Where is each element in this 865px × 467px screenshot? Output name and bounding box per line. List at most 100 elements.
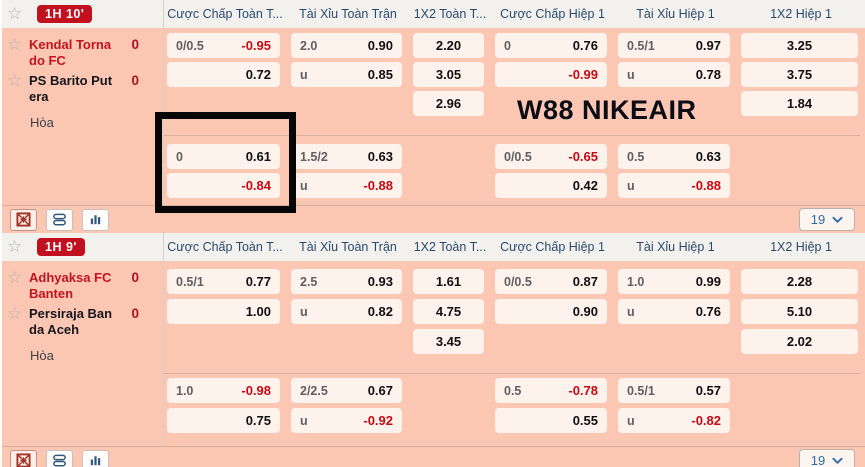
odds-value: -0.95	[241, 38, 271, 53]
odds-cell[interactable]: 1.84	[741, 91, 858, 116]
odds-cell[interactable]: 2.28	[741, 269, 858, 294]
odds-cell[interactable]: 0/0.5 0.87	[495, 269, 607, 294]
odds-value: 0.82	[367, 304, 393, 319]
odds-value: 0.57	[695, 383, 721, 398]
home-team-row[interactable]: ☆ Adhyaksa FC Banten 0	[0, 268, 163, 304]
chevron-down-icon	[832, 216, 843, 223]
odds-cell[interactable]: 0.90	[495, 299, 607, 324]
draw-label: Hòa	[30, 348, 54, 363]
home-team-row[interactable]: ☆ Kendal Tornado FC 0	[0, 35, 163, 71]
odds-cell[interactable]: 2.5 0.93	[291, 269, 402, 294]
odds-cell[interactable]: 1.00	[167, 299, 280, 324]
away-team-name: Persiraja Banda Aceh	[29, 306, 113, 337]
odds-cell[interactable]: u 0.76	[618, 299, 730, 324]
odds-value: 2.02	[786, 334, 813, 349]
match-footer: 19	[0, 446, 865, 467]
column-header-overunder-h1: Tài Xỉu Hiệp 1	[636, 7, 715, 21]
pitch-grid-button[interactable]	[10, 449, 37, 467]
odds-value: 0.76	[695, 304, 721, 319]
favorite-star-icon[interactable]: ☆	[7, 304, 23, 323]
odds-value: 0.61	[245, 149, 271, 164]
odds-value: -0.84	[241, 178, 271, 193]
column-overunder-ft: 2.5 0.93 u 0.82 2/2.5 0.67 u -0.92	[287, 261, 409, 446]
odds-cell[interactable]: 0.5/1 0.97	[618, 33, 730, 58]
away-team-row[interactable]: ☆ PS Barito Putera 0	[0, 71, 163, 107]
goal-line-label: 2.0	[300, 38, 318, 53]
odds-cell[interactable]: 0.5/1 0.57	[618, 378, 730, 403]
bar-chart-button[interactable]	[82, 208, 109, 231]
under-label: u	[627, 304, 635, 319]
odds-value: 0.85	[367, 67, 393, 82]
odds-value: 0.42	[572, 178, 598, 193]
away-team-score: 0	[131, 306, 139, 321]
odds-cell[interactable]: u -0.88	[291, 173, 402, 198]
odds-cell[interactable]: 0/0.5 -0.65	[495, 144, 607, 169]
odds-cell[interactable]: 3.25	[741, 33, 858, 58]
lineup-stack-button[interactable]	[46, 449, 73, 467]
favorite-star-icon[interactable]: ☆	[7, 35, 23, 54]
odds-cell[interactable]: 5.10	[741, 299, 858, 324]
lineup-stack-icon	[53, 213, 66, 226]
odds-cell[interactable]: 0.75	[167, 408, 280, 433]
odds-cell[interactable]: -0.99	[495, 62, 607, 87]
odds-cell[interactable]: 0 0.61	[167, 144, 280, 169]
favorite-star-icon[interactable]: ☆	[7, 268, 23, 287]
odds-cell[interactable]: 0.72	[167, 62, 280, 87]
odds-cell[interactable]: 0.42	[495, 173, 607, 198]
odds-cell[interactable]: u -0.88	[618, 173, 730, 198]
match-time-badge: 1H 9'	[37, 238, 85, 256]
odds-cell[interactable]: 1.61	[413, 269, 484, 294]
odds-cell[interactable]: 1.5/2 0.63	[291, 144, 402, 169]
column-header-handicap-h1: Cược Chấp Hiệp 1	[500, 240, 605, 254]
odds-value: 1.00	[245, 304, 271, 319]
column-handicap-ft: 0.5/1 0.77 1.00 1.0 -0.98 0.75	[163, 261, 287, 446]
odds-value: 0.87	[572, 274, 598, 289]
odds-cell[interactable]: u 0.85	[291, 62, 402, 87]
odds-cell[interactable]: 4.75	[413, 299, 484, 324]
odds-cell[interactable]: 0 0.76	[495, 33, 607, 58]
odds-cell[interactable]: 3.45	[413, 329, 484, 354]
column-1x2-ft: 2.20 3.05 2.96	[409, 28, 491, 205]
odds-cell[interactable]: 1.0 0.99	[618, 269, 730, 294]
odds-cell[interactable]: u -0.92	[291, 408, 402, 433]
lineup-stack-button[interactable]	[46, 208, 73, 231]
favorite-star-icon[interactable]: ☆	[7, 238, 29, 255]
odds-cell[interactable]: 2.0 0.90	[291, 33, 402, 58]
odds-cell[interactable]: 0/0.5 -0.95	[167, 33, 280, 58]
odds-cell[interactable]: -0.84	[167, 173, 280, 198]
favorite-star-icon[interactable]: ☆	[7, 71, 23, 90]
column-header-1x2-ft: 1X2 Toàn T...	[413, 240, 487, 254]
column-divider	[163, 233, 164, 446]
odds-cell[interactable]: 0.5 0.63	[618, 144, 730, 169]
column-overunder-h1: 1.0 0.99 u 0.76 0.5/1 0.57 u -0.82	[614, 261, 737, 446]
pitch-grid-button[interactable]	[10, 208, 37, 231]
odds-cell[interactable]: u 0.78	[618, 62, 730, 87]
odds-value: 4.75	[435, 304, 462, 319]
odds-cell[interactable]: u -0.82	[618, 408, 730, 433]
highlight-rectangle	[155, 112, 296, 213]
odds-value: -0.88	[363, 178, 393, 193]
odds-cell[interactable]: u 0.82	[291, 299, 402, 324]
odds-cell[interactable]: 0.5 -0.78	[495, 378, 607, 403]
bookmaker-watermark: W88 NIKEAIR	[517, 95, 697, 125]
goal-line-label: 2.5	[300, 274, 318, 289]
odds-cell[interactable]: 1.0 -0.98	[167, 378, 280, 403]
odds-cell[interactable]: 0.55	[495, 408, 607, 433]
odds-cell[interactable]: 2.20	[413, 33, 484, 58]
team-column: ☆ Adhyaksa FC Banten 0 ☆ Persiraja Banda…	[0, 261, 163, 446]
odds-value: 0.93	[367, 274, 393, 289]
odds-cell[interactable]: 0.5/1 0.77	[167, 269, 280, 294]
odds-cell[interactable]: 3.05	[413, 62, 484, 87]
odds-cell[interactable]: 2.02	[741, 329, 858, 354]
bar-chart-button[interactable]	[82, 449, 109, 467]
odds-cell[interactable]: 3.75	[741, 62, 858, 87]
odds-cell[interactable]: 2.96	[413, 91, 484, 116]
column-handicap-ft: 0/0.5 -0.95 0.72 0 0.61 -0.84	[163, 28, 287, 205]
market-count-dropdown[interactable]: 19	[799, 449, 855, 467]
market-count-dropdown[interactable]: 19	[799, 208, 855, 231]
odds-value: 2.20	[435, 38, 462, 53]
away-team-row[interactable]: ☆ Persiraja Banda Aceh 0	[0, 304, 163, 340]
odds-value: 0.90	[367, 38, 393, 53]
favorite-star-icon[interactable]: ☆	[7, 5, 29, 22]
odds-cell[interactable]: 2/2.5 0.67	[291, 378, 402, 403]
